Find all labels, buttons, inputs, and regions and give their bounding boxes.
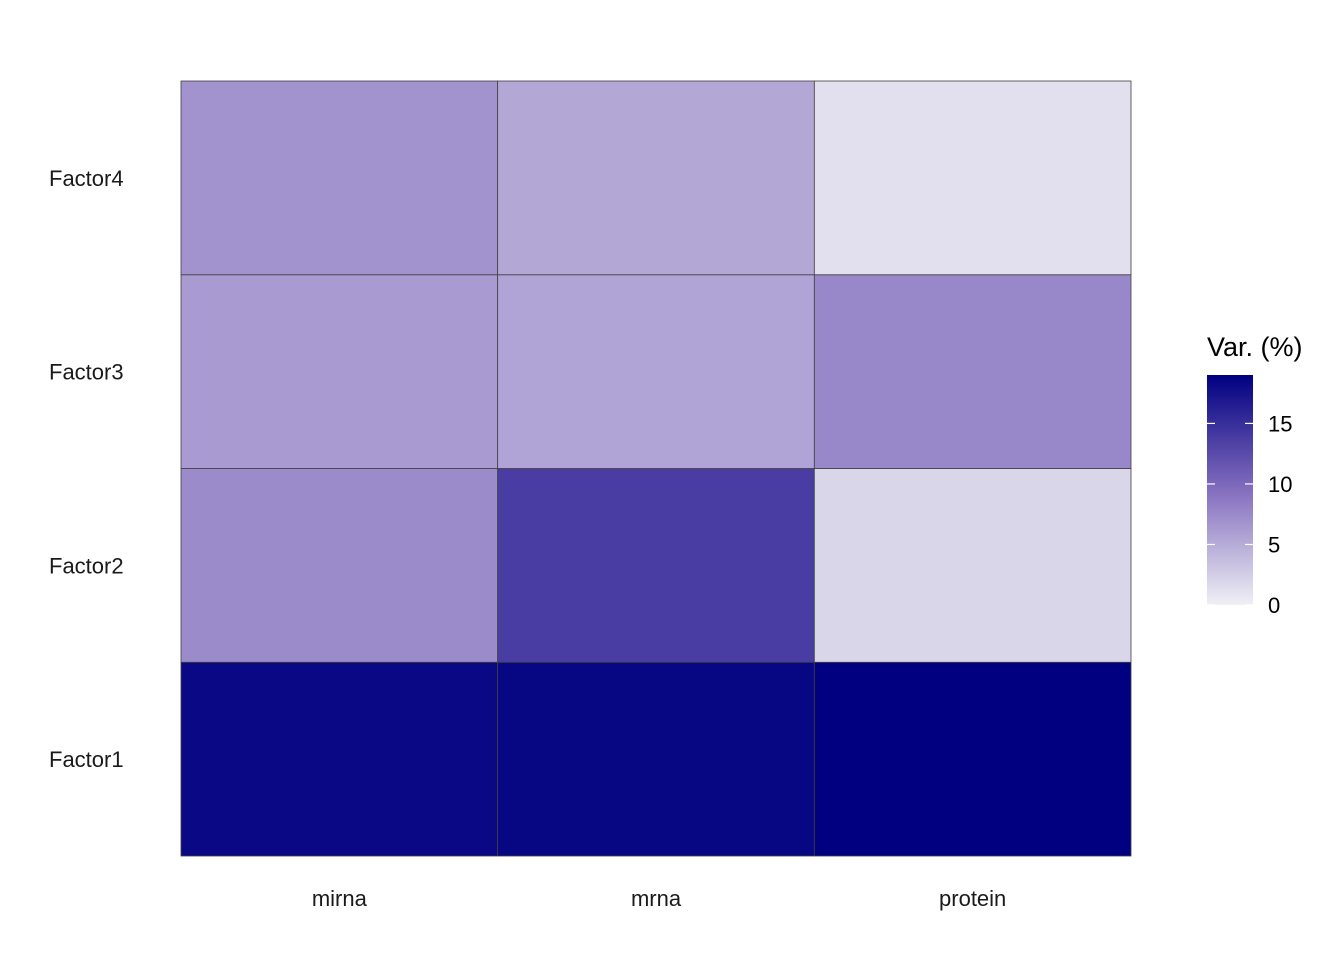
legend-title: Var. (%)	[1207, 332, 1303, 362]
heatmap-cell-factor2-mrna	[497, 468, 815, 663]
legend-tick-label-0: 0	[1268, 593, 1280, 618]
y-tick-label-factor3: Factor3	[49, 360, 124, 385]
legend-tick-label-15: 15	[1268, 411, 1292, 436]
heatmap-cell-factor4-mirna	[180, 80, 499, 276]
y-axis-tick-labels: Factor1 Factor2 Factor3 Factor4	[49, 166, 124, 772]
x-tick-label-mirna: mirna	[312, 886, 368, 911]
legend-tick-label-5: 5	[1268, 532, 1280, 557]
x-tick-label-protein: protein	[939, 886, 1006, 911]
heatmap-cell-factor3-protein	[813, 274, 1132, 469]
heatmap-cells	[180, 80, 1132, 857]
heatmap-cell-factor1-mirna	[180, 661, 499, 857]
heatmap-cell-factor4-protein	[813, 80, 1132, 276]
heatmap-cell-factor4-mrna	[497, 80, 815, 276]
y-tick-label-factor1: Factor1	[49, 747, 124, 772]
heatmap-cell-factor3-mirna	[180, 274, 499, 469]
heatmap-cell-factor2-protein	[813, 468, 1132, 663]
color-legend: Var. (%) 0 5 10 15	[1207, 332, 1303, 618]
heatmap-cell-factor1-mrna	[497, 661, 815, 857]
heatmap-cell-factor1-protein	[813, 661, 1132, 857]
legend-tick-label-10: 10	[1268, 472, 1292, 497]
legend-ticks: 0 5 10 15	[1207, 411, 1292, 618]
x-tick-label-mrna: mrna	[631, 886, 682, 911]
y-tick-label-factor4: Factor4	[49, 166, 124, 191]
legend-colorbar	[1207, 375, 1253, 605]
heatmap-cell-factor3-mrna	[497, 274, 815, 469]
y-tick-label-factor2: Factor2	[49, 553, 124, 578]
heatmap-cell-factor2-mirna	[180, 468, 499, 663]
x-axis-tick-labels: mirna mrna protein	[312, 886, 1006, 911]
